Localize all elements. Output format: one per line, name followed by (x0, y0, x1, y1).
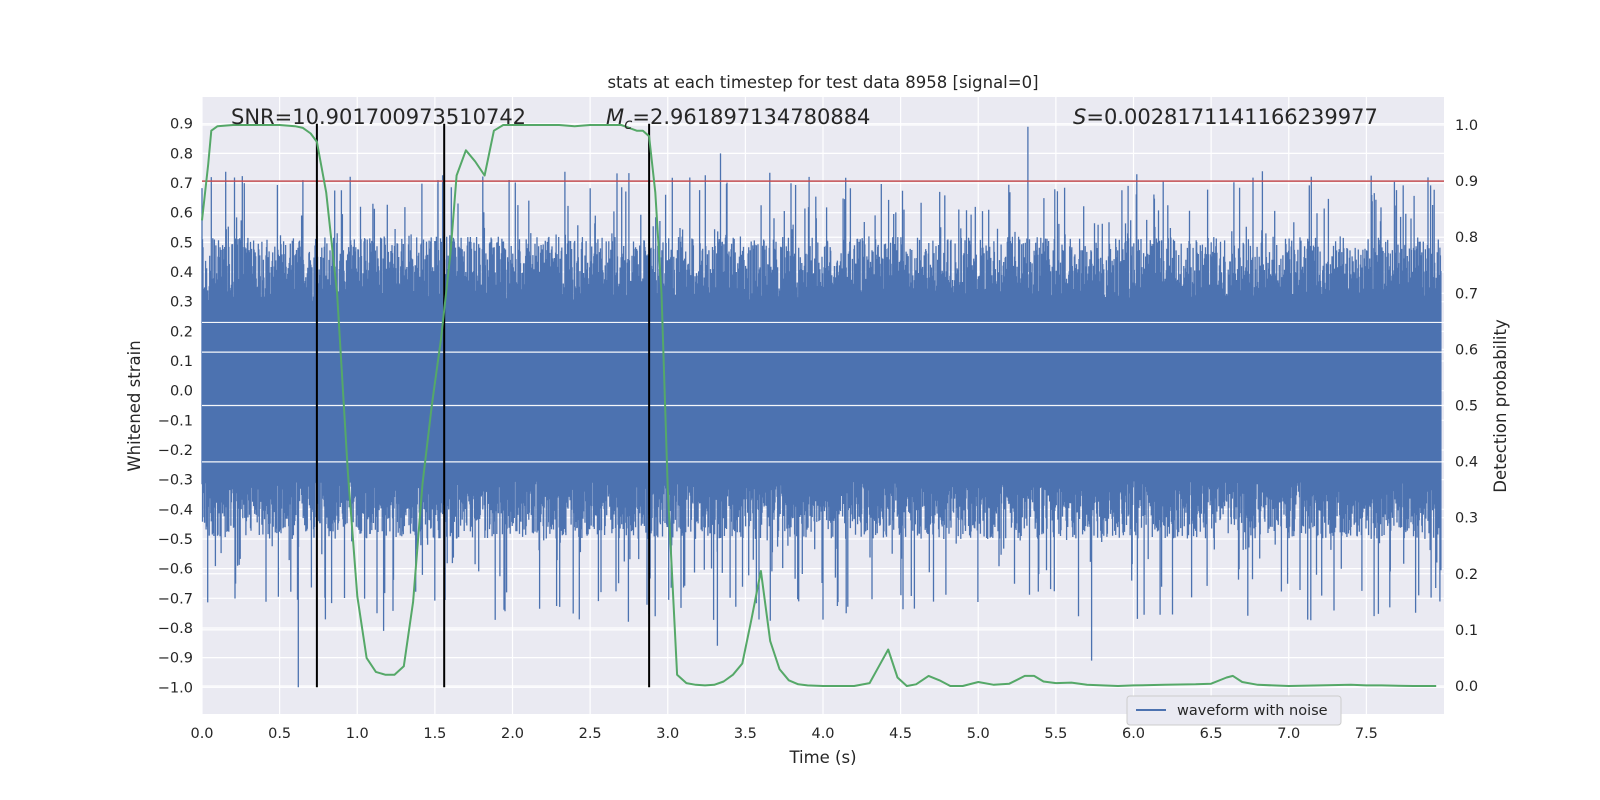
x-tick-label: 2.5 (579, 726, 602, 742)
x-tick-label: 0.0 (190, 726, 213, 742)
y-tick-label: −1.0 (158, 680, 193, 696)
right-y-tick-label: 1.0 (1455, 118, 1478, 134)
chirp-mass-value: =2.961897134780884 (632, 105, 870, 129)
y-tick-label: −0.3 (158, 473, 193, 489)
right-y-tick-label: 0.7 (1455, 286, 1478, 302)
left-y-tick-labels: 0.9 0.8 0.7 0.6 0.5 0.4 0.3 0.2 0.1 0.0 −0.1 −0.2 −0… (158, 117, 193, 697)
right-y-tick-label: 0.5 (1455, 399, 1478, 415)
x-tick-label: 1.5 (423, 726, 446, 742)
x-tick-label: 4.5 (889, 726, 912, 742)
x-tick-label: 7.0 (1277, 726, 1300, 742)
y-tick-label: 0.8 (170, 146, 193, 162)
right-y-tick-label: 0.8 (1455, 230, 1478, 246)
s-value: =0.0028171141166239977 (1086, 105, 1378, 129)
x-tick-label: 5.5 (1044, 726, 1067, 742)
x-tick-label: 4.0 (811, 726, 834, 742)
legend-label-waveform: waveform with noise (1177, 703, 1328, 719)
waveform-with-noise-series (201, 126, 1444, 688)
y-tick-label: 0.1 (170, 354, 193, 370)
x-tick-label: 1.0 (346, 726, 369, 742)
y-tick-label: −0.2 (158, 443, 193, 459)
x-tick-label: 7.5 (1355, 726, 1378, 742)
y-tick-label: 0.5 (170, 235, 193, 251)
y-tick-label: −0.4 (158, 502, 193, 518)
snr-annotation: SNR=10.901700973510742 (231, 105, 526, 129)
right-y-tick-label: 0.1 (1455, 623, 1478, 639)
y-tick-label: 0.9 (170, 117, 193, 133)
right-y-tick-label: 0.0 (1455, 679, 1478, 695)
chirp-mass-annotation: Mc=2.961897134780884 (606, 105, 870, 133)
chirp-mass-symbol: M (606, 105, 624, 129)
x-axis-label: Time (s) (788, 748, 856, 767)
s-annotation: S=0.0028171141166239977 (1073, 105, 1378, 129)
x-tick-label: 2.0 (501, 726, 524, 742)
x-tick-label: 3.5 (734, 726, 757, 742)
event-vlines (315, 123, 651, 688)
s-symbol: S (1073, 105, 1086, 129)
x-tick-label: 6.5 (1200, 726, 1223, 742)
waveform-with-noise-line (201, 126, 1442, 688)
y-tick-label: 0.4 (170, 265, 193, 281)
y-tick-label: 0.2 (170, 324, 193, 340)
detection-probability-series (201, 124, 1437, 687)
legend-box (1126, 695, 1342, 726)
y-tick-label: 0.0 (170, 384, 193, 400)
legend: waveform with noise (1126, 695, 1342, 726)
y-tick-label: −0.8 (158, 621, 193, 637)
right-y-tick-label: 0.2 (1455, 567, 1478, 583)
y-tick-label: −0.1 (158, 413, 193, 429)
right-y-axis-label: Detection probability (1491, 319, 1510, 493)
plot-area (201, 97, 1444, 714)
x-tick-label: 3.0 (656, 726, 679, 742)
y-tick-label: −0.7 (158, 591, 193, 607)
right-y-tick-labels: 1.0 0.9 0.8 0.7 0.6 0.5 0.4 0.3 0.2 0.1 0.0 (1455, 118, 1478, 695)
right-y-tick-label: 0.4 (1455, 455, 1478, 471)
right-y-tick-label: 0.9 (1455, 174, 1478, 190)
x-tick-labels: 0.0 0.5 1.0 1.5 2.0 2.5 3.0 3.5 4.0 4.5 5.0 5.5 6.0 6… (190, 726, 1377, 742)
y-axis-label: Whitened strain (125, 340, 144, 471)
y-tick-label: 0.7 (170, 176, 193, 192)
y-tick-label: 0.3 (170, 295, 193, 311)
x-tick-label: 5.0 (967, 726, 990, 742)
right-y-tick-label: 0.3 (1455, 511, 1478, 527)
y-tick-label: −0.9 (158, 651, 193, 667)
chirp-mass-subscript: c (624, 115, 633, 133)
y-tick-label: −0.6 (158, 562, 193, 578)
x-tick-label: 0.5 (268, 726, 291, 742)
y-tick-label: 0.6 (170, 206, 193, 222)
detection-probability-line (201, 124, 1437, 687)
right-y-tick-label: 0.6 (1455, 342, 1478, 358)
x-tick-label: 6.0 (1122, 726, 1145, 742)
chart-title: stats at each timestep for test data 895… (607, 73, 1038, 92)
y-tick-label: −0.5 (158, 532, 193, 548)
